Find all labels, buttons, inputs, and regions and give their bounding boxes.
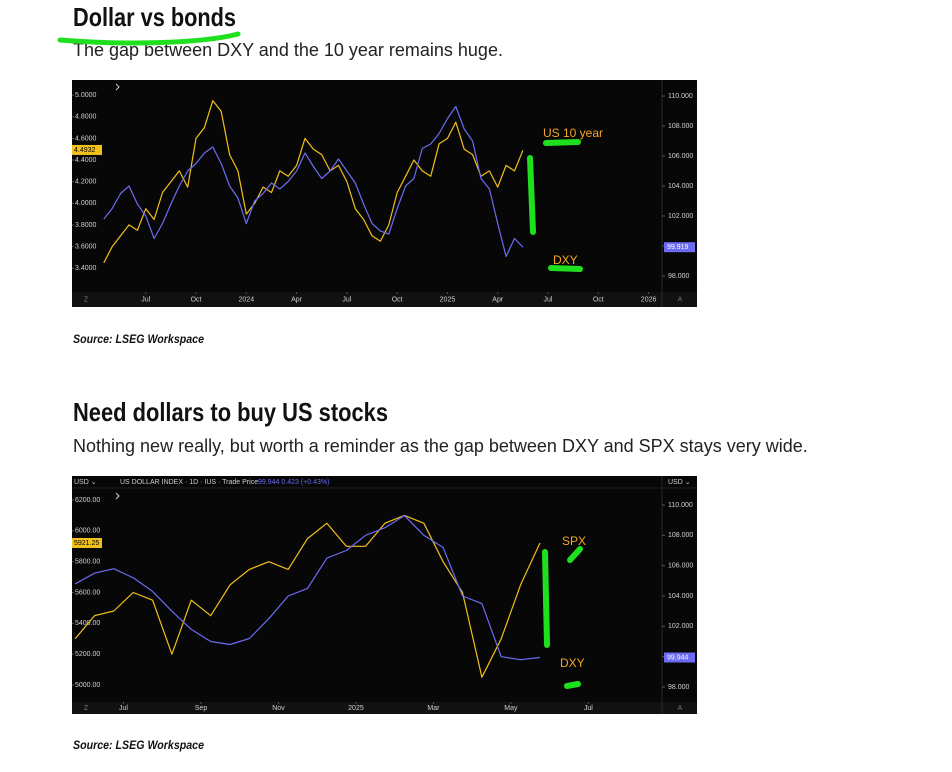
- x-tick-label: Nov: [272, 705, 285, 712]
- x-tick-label: Mar: [427, 705, 440, 712]
- x-tick-label: Oct: [593, 296, 604, 303]
- handwritten-marks: [57, 31, 583, 689]
- x-tick-label: Apr: [291, 296, 303, 303]
- section-title: Need dollars to buy US stocks: [73, 397, 388, 427]
- handwritten-mark: [543, 139, 581, 146]
- x-tick-label: Apr: [492, 296, 504, 303]
- handwritten-mark: [567, 546, 583, 563]
- last-value-tag: [72, 144, 102, 155]
- handwritten-mark: [542, 549, 550, 648]
- section-subtitle: Nothing new really, but worth a reminder…: [73, 436, 808, 456]
- last-value-label: 5921.25: [74, 540, 99, 547]
- y2-tick-label: 98.000: [668, 273, 690, 280]
- y-tick-label: 3.8000: [75, 222, 97, 229]
- chart-annotation: SPX: [562, 534, 586, 548]
- x-tick-label: Jul: [141, 296, 150, 303]
- y-tick-label: 4.4000: [75, 157, 97, 164]
- handwritten-mark: [527, 155, 536, 235]
- handwritten-mark: [564, 681, 581, 689]
- y-tick-label: 6000.00: [75, 528, 100, 535]
- chart-annotation: DXY: [560, 656, 585, 670]
- x-tick-label: Jul: [119, 705, 128, 712]
- y2-tick-label: 110.000: [668, 93, 693, 100]
- symbol-quote: 99.944 0.423 (+0.43%): [258, 479, 329, 486]
- x-tick-label: Sep: [195, 705, 208, 712]
- x-tick-label: May: [504, 705, 518, 712]
- x-tick-label: Jul: [342, 296, 351, 303]
- y2-tick-label: 110.000: [668, 502, 693, 509]
- time-axis-bar: [72, 292, 697, 307]
- x-tick-label: Jul: [544, 296, 553, 303]
- last-value-label: 4.4932: [74, 147, 96, 154]
- source-note: Source: LSEG Workspace: [73, 332, 204, 346]
- chart-annotation: DXY: [553, 253, 578, 267]
- chart-annotation: US 10 year: [543, 126, 603, 140]
- y2-tick-label: 102.000: [668, 213, 693, 220]
- section-subtitle: The gap between DXY and the 10 year rema…: [73, 40, 503, 60]
- y-tick-label: 4.6000: [75, 135, 97, 142]
- x-tick-label: Jul: [584, 705, 593, 712]
- y2-tick-label: 108.000: [668, 532, 693, 539]
- y-tick-label: 5.0000: [75, 92, 97, 99]
- handwritten-mark: [57, 31, 241, 46]
- symbol-name: US DOLLAR INDEX · 1D · IUS · Trade Price: [120, 479, 258, 486]
- axis-button: Z: [84, 705, 89, 712]
- last-value-label: 99.919: [667, 244, 689, 251]
- y-tick-label: 4.8000: [75, 114, 97, 121]
- y2-tick-label: 104.000: [668, 183, 693, 190]
- time-axis-bar: [72, 702, 697, 714]
- section-title: Dollar vs bonds: [73, 2, 236, 32]
- source-note: Source: LSEG Workspace: [73, 738, 204, 752]
- x-tick-label: 2026: [641, 296, 657, 303]
- series-line: [103, 100, 524, 264]
- axis-button: A: [678, 296, 683, 303]
- y-tick-label: 4.0000: [75, 200, 97, 207]
- y2-tick-label: 98.000: [668, 684, 690, 691]
- series-line: [103, 105, 524, 258]
- y-tick-label: 6200.00: [75, 497, 100, 504]
- x-tick-label: 2024: [239, 296, 255, 303]
- currency-right: USD ⌄: [668, 479, 691, 486]
- y2-tick-label: 106.000: [668, 153, 693, 160]
- series-line: [74, 515, 541, 661]
- series-line: [74, 514, 541, 678]
- last-value-label: 99.944: [667, 654, 689, 661]
- x-tick-label: 2025: [440, 296, 456, 303]
- y2-tick-label: 108.000: [668, 123, 693, 130]
- y-tick-label: 5800.00: [75, 559, 100, 566]
- y-tick-label: 3.6000: [75, 243, 97, 250]
- axis-button: A: [678, 705, 683, 712]
- last-value-tag: [664, 242, 695, 253]
- x-tick-label: Oct: [191, 296, 202, 303]
- y2-tick-label: 104.000: [668, 593, 693, 600]
- y-tick-label: 3.4000: [75, 265, 97, 272]
- chart-background: [72, 80, 697, 307]
- axis-button: Z: [84, 296, 89, 303]
- x-tick-label: 2025: [348, 705, 364, 712]
- chart-background: [72, 476, 697, 714]
- currency-left: USD ⌄: [74, 479, 97, 486]
- y2-tick-label: 106.000: [668, 562, 693, 569]
- expand-icon: [115, 492, 120, 500]
- y2-tick-label: 102.000: [668, 623, 693, 630]
- y-tick-label: 4.2000: [75, 179, 97, 186]
- handwritten-mark: [548, 265, 583, 272]
- last-value-tag: [664, 652, 695, 663]
- x-tick-label: Oct: [392, 296, 403, 303]
- y-tick-label: 5600.00: [75, 589, 100, 596]
- expand-icon: [115, 83, 120, 91]
- y-tick-label: 5000.00: [75, 682, 100, 689]
- y-tick-label: 5200.00: [75, 651, 100, 658]
- last-value-tag: [72, 538, 102, 549]
